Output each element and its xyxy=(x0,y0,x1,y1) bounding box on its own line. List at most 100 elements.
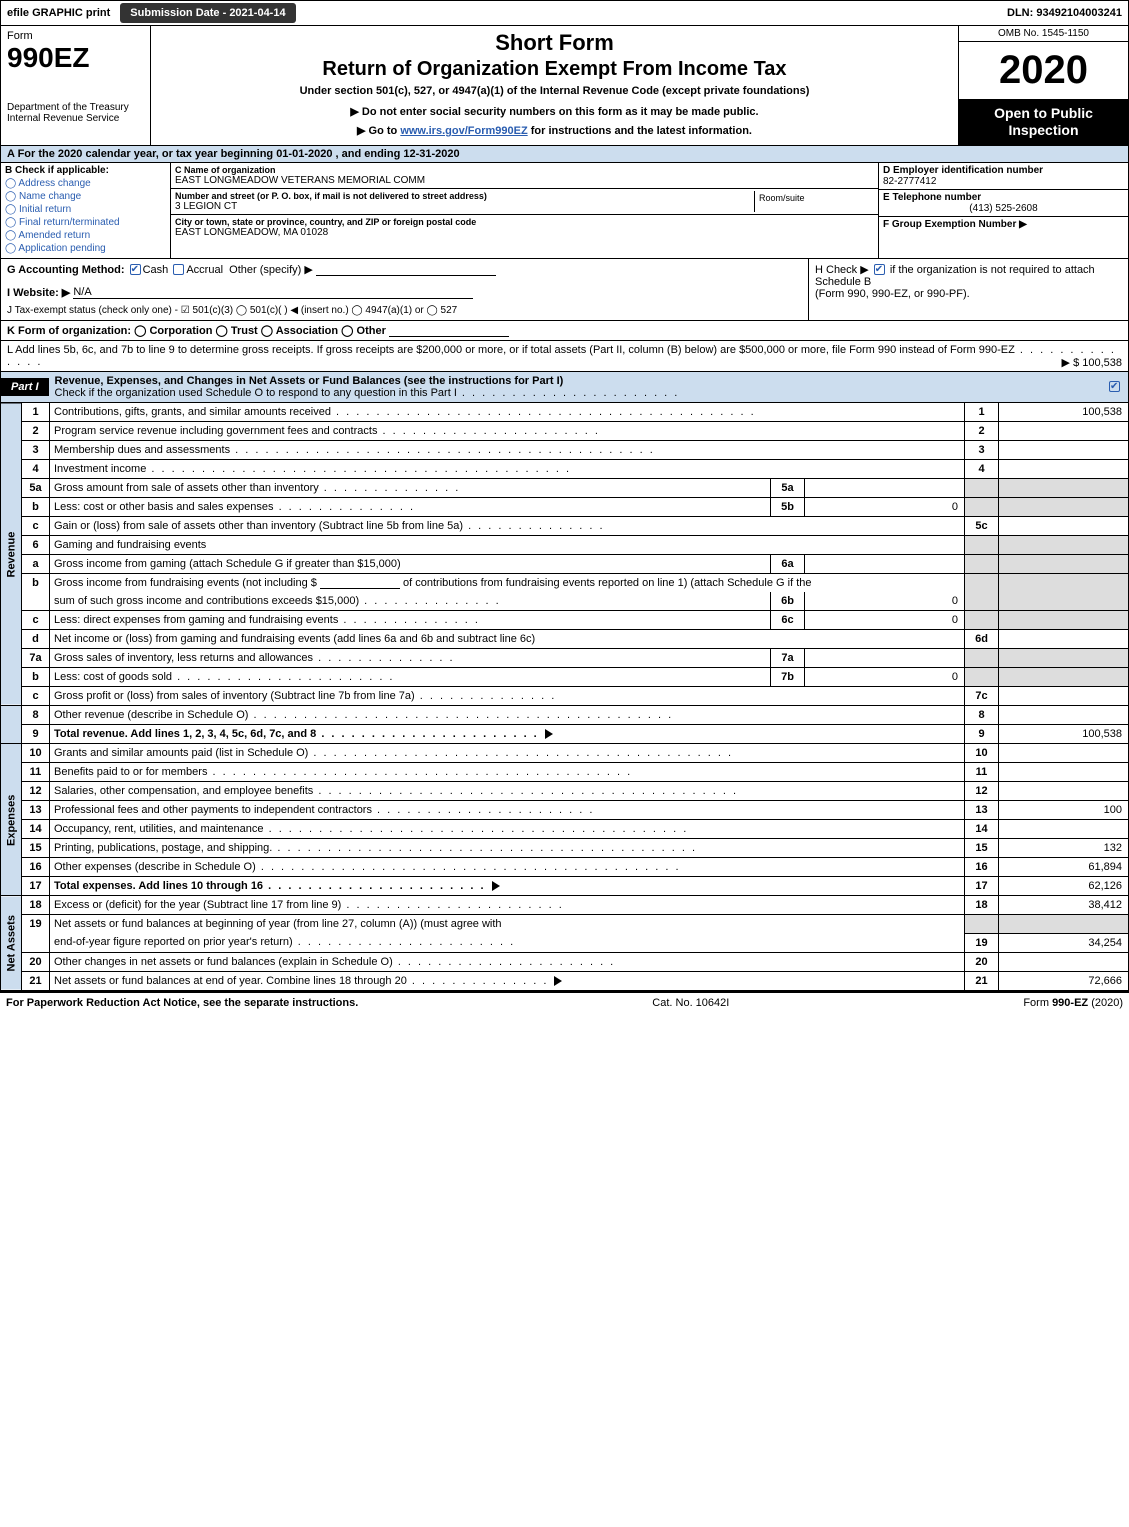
l5a-desc: Gross amount from sale of assets other t… xyxy=(54,482,460,494)
l7b-desc: Less: cost of goods sold xyxy=(54,671,395,683)
l3-amt xyxy=(999,441,1129,460)
l21-num: 21 xyxy=(22,971,50,990)
l15-num: 15 xyxy=(22,839,50,858)
l5b-boxshade xyxy=(965,498,999,517)
l3-num: 3 xyxy=(22,441,50,460)
row-j: J Tax-exempt status (check only one) - ☑… xyxy=(7,305,802,316)
l16-num: 16 xyxy=(22,858,50,877)
row-g-h: G Accounting Method: Cash Accrual Other … xyxy=(0,259,1129,321)
org-name: EAST LONGMEADOW VETERANS MEMORIAL COMM xyxy=(175,175,874,186)
group-exemption-label: F Group Exemption Number ▶ xyxy=(883,219,1027,230)
l7a-ib: 7a xyxy=(771,649,805,668)
l19-amtshade xyxy=(999,915,1129,934)
chk-schedule-b[interactable] xyxy=(874,264,885,275)
l5c-desc: Gain or (loss) from sale of assets other… xyxy=(54,520,605,532)
side-netassets: Net Assets xyxy=(1,896,22,991)
l5a-amtshade xyxy=(999,479,1129,498)
l2-desc: Program service revenue including govern… xyxy=(54,425,600,437)
l6a-ia xyxy=(805,555,965,574)
l20-desc: Other changes in net assets or fund bala… xyxy=(54,956,615,968)
l6c-amtshade xyxy=(999,611,1129,630)
chk-initial-return[interactable]: ◯ Initial return xyxy=(5,204,166,215)
chk-final-return[interactable]: ◯ Final return/terminated xyxy=(5,217,166,228)
l15-box: 15 xyxy=(965,839,999,858)
chk-amended-return[interactable]: ◯ Amended return xyxy=(5,230,166,241)
irs-link[interactable]: www.irs.gov/Form990EZ xyxy=(400,125,527,137)
l19-num: 19 xyxy=(22,915,50,953)
arrow-icon xyxy=(492,881,500,891)
chk-accrual[interactable] xyxy=(173,264,184,275)
l18-amt: 38,412 xyxy=(999,896,1129,915)
l7c-amt xyxy=(999,687,1129,706)
l7b-ib: 7b xyxy=(771,668,805,687)
l2-num: 2 xyxy=(22,422,50,441)
chk-name-change[interactable]: ◯ Name change xyxy=(5,191,166,202)
chk-cash[interactable] xyxy=(130,264,141,275)
l6a-amtshade xyxy=(999,555,1129,574)
l19-desc2: end-of-year figure reported on prior yea… xyxy=(54,936,515,948)
l11-desc: Benefits paid to or for members xyxy=(54,766,632,778)
footer-left: For Paperwork Reduction Act Notice, see … xyxy=(6,997,358,1009)
form-number: 990EZ xyxy=(7,42,144,74)
l6-amtshade xyxy=(999,536,1129,555)
l19-desc: Net assets or fund balances at beginning… xyxy=(54,918,502,930)
footer-right: Form 990-EZ (2020) xyxy=(1023,997,1123,1009)
l20-box: 20 xyxy=(965,952,999,971)
row-g-label: G Accounting Method: xyxy=(7,264,125,276)
l6d-desc: Net income or (loss) from gaming and fun… xyxy=(54,633,535,645)
header-sub2: ▶ Do not enter social security numbers o… xyxy=(157,105,952,118)
part-1-header: Part I Revenue, Expenses, and Changes in… xyxy=(0,372,1129,403)
l5c-num: c xyxy=(22,517,50,536)
l7a-desc: Gross sales of inventory, less returns a… xyxy=(54,652,455,664)
l17-num: 17 xyxy=(22,877,50,896)
section-b: B Check if applicable: ◯ Address change … xyxy=(1,163,171,258)
submission-date: Submission Date - 2021-04-14 xyxy=(120,3,295,23)
dept-treasury: Department of the Treasury xyxy=(7,102,144,113)
l21-amt: 72,666 xyxy=(999,971,1129,990)
l13-desc: Professional fees and other payments to … xyxy=(54,804,594,816)
l7b-num: b xyxy=(22,668,50,687)
l14-amt xyxy=(999,820,1129,839)
l6-num: 6 xyxy=(22,536,50,555)
l1-box: 1 xyxy=(965,403,999,422)
org-name-label: C Name of organization xyxy=(175,165,874,175)
l6d-amt xyxy=(999,630,1129,649)
l12-box: 12 xyxy=(965,782,999,801)
form-word: Form xyxy=(7,30,144,42)
l19-box: 19 xyxy=(965,933,999,952)
l15-amt: 132 xyxy=(999,839,1129,858)
l8-num: 8 xyxy=(22,706,50,725)
omb-number: OMB No. 1545-1150 xyxy=(959,26,1128,42)
l3-desc: Membership dues and assessments xyxy=(54,444,655,456)
l7b-amtshade xyxy=(999,668,1129,687)
l4-desc: Investment income xyxy=(54,463,571,475)
l10-desc: Grants and similar amounts paid (list in… xyxy=(54,747,733,759)
chk-address-change[interactable]: ◯ Address change xyxy=(5,178,166,189)
l5a-ia xyxy=(805,479,965,498)
l5b-amtshade xyxy=(999,498,1129,517)
chk-part1-schedule-o[interactable] xyxy=(1109,381,1120,392)
l19-boxshade xyxy=(965,915,999,934)
l5a-ib: 5a xyxy=(771,479,805,498)
l7c-desc: Gross profit or (loss) from sales of inv… xyxy=(54,690,556,702)
l5a-num: 5a xyxy=(22,479,50,498)
l17-desc: Total expenses. Add lines 10 through 16 xyxy=(54,880,486,892)
dln-label: DLN: 93492104003241 xyxy=(1001,5,1128,21)
short-form-title: Short Form xyxy=(157,30,952,56)
l17-amt: 62,126 xyxy=(999,877,1129,896)
sub3-post: for instructions and the latest informat… xyxy=(528,125,752,137)
row-k: K Form of organization: ◯ Corporation ◯ … xyxy=(0,321,1129,341)
l6d-num: d xyxy=(22,630,50,649)
l7b-boxshade xyxy=(965,668,999,687)
side-expenses: Expenses xyxy=(1,744,22,896)
ein-value: 82-2777412 xyxy=(883,176,936,187)
tel-value: (413) 525-2608 xyxy=(883,203,1124,214)
sub3-pre: ▶ Go to xyxy=(357,125,400,137)
l5b-desc: Less: cost or other basis and sales expe… xyxy=(54,501,415,513)
chk-application-pending[interactable]: ◯ Application pending xyxy=(5,243,166,254)
irs-label: Internal Revenue Service xyxy=(7,113,144,124)
l1-amt: 100,538 xyxy=(999,403,1129,422)
l6b-desc2: of contributions from fundraising events… xyxy=(403,577,811,589)
row-a-tax-year: A For the 2020 calendar year, or tax yea… xyxy=(0,146,1129,163)
row-h-text3: (Form 990, 990-EZ, or 990-PF). xyxy=(815,288,970,300)
